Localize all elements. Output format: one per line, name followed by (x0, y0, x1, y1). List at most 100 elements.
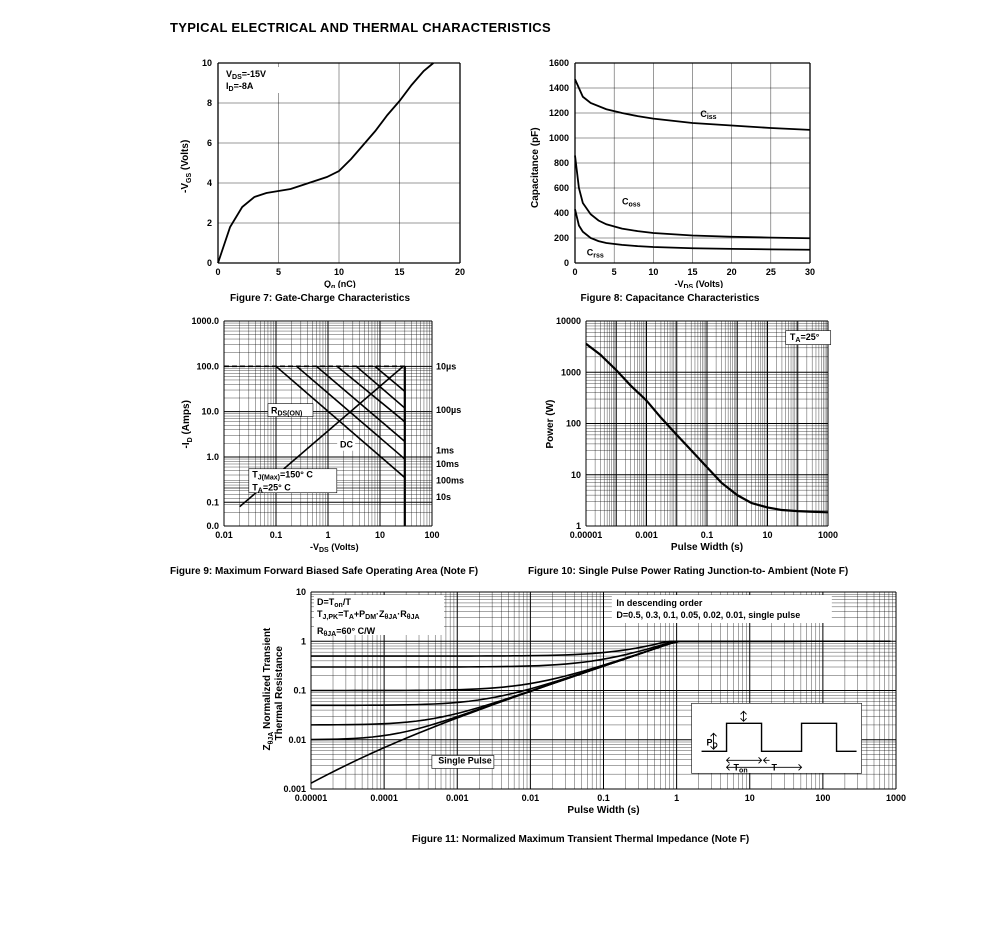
svg-text:Crss: Crss (587, 248, 604, 260)
svg-text:10: 10 (375, 530, 385, 540)
svg-text:10: 10 (763, 530, 773, 540)
svg-text:0.1: 0.1 (701, 530, 714, 540)
svg-text:100ms: 100ms (436, 476, 464, 486)
svg-text:100: 100 (566, 419, 581, 429)
svg-text:Ciss: Ciss (700, 109, 716, 121)
fig10-caption: Figure 10: Single Pulse Power Rating Jun… (528, 565, 848, 578)
svg-text:1: 1 (326, 530, 331, 540)
svg-text:10: 10 (202, 58, 212, 68)
svg-text:1600: 1600 (549, 58, 569, 68)
svg-text:1000: 1000 (818, 530, 838, 540)
svg-text:In descending order: In descending order (616, 598, 703, 608)
svg-text:0: 0 (215, 267, 220, 277)
fig8-svg: 0510152025300200400600800100012001400160… (520, 53, 820, 288)
figure-11: 0.00001 0.0001 0.001 0.01 0.1 1 10 100 1000 0.001… (256, 584, 906, 846)
svg-text:Pulse Width (s): Pulse Width (s) (671, 542, 743, 553)
svg-text:0.01: 0.01 (215, 530, 233, 540)
svg-text:0.001: 0.001 (445, 793, 468, 803)
svg-text:10.0: 10.0 (201, 407, 219, 417)
svg-text:DC: DC (340, 440, 353, 450)
svg-text:1ms: 1ms (436, 445, 454, 455)
svg-text:10: 10 (295, 587, 305, 597)
svg-text:Capacitance (pF): Capacitance (pF) (530, 127, 541, 208)
svg-text:20: 20 (727, 267, 737, 277)
figure-7: 051015200246810VDS=-15VID=-8AQg (nC)-VGS… (170, 53, 470, 305)
svg-text:1: 1 (300, 636, 305, 646)
svg-text:2: 2 (207, 218, 212, 228)
svg-text:100: 100 (425, 530, 440, 540)
svg-text:0: 0 (572, 267, 577, 277)
page: TYPICAL ELECTRICAL AND THERMAL CHARACTER… (0, 0, 991, 846)
svg-text:T: T (771, 762, 777, 772)
svg-text:0.00001: 0.00001 (294, 793, 327, 803)
svg-text:1: 1 (576, 521, 581, 531)
svg-text:20: 20 (455, 267, 465, 277)
fig7-caption: Figure 7: Gate-Charge Characteristics (230, 292, 410, 305)
svg-text:25: 25 (766, 267, 776, 277)
svg-text:Single Pulse: Single Pulse (438, 755, 492, 765)
svg-text:10000: 10000 (556, 316, 581, 326)
row-3: 0.00001 0.0001 0.001 0.01 0.1 1 10 100 1000 0.001… (170, 584, 991, 846)
figure-10: 0.000010.0010.1101000110100100010000TA=2… (528, 311, 848, 578)
svg-text:100: 100 (815, 793, 830, 803)
svg-text:Thermal Resistance: Thermal Resistance (274, 646, 285, 741)
svg-text:5: 5 (612, 267, 617, 277)
svg-text:6: 6 (207, 138, 212, 148)
svg-text:1000: 1000 (549, 133, 569, 143)
svg-text:Coss: Coss (622, 196, 641, 208)
svg-text:0.01: 0.01 (288, 735, 306, 745)
row-2: 0.010.11101000.00.11.010.0100.01000.0RDS… (170, 311, 991, 578)
figure-9: 0.010.11101000.00.11.010.0100.01000.0RDS… (170, 311, 478, 578)
svg-text:0.1: 0.1 (597, 793, 610, 803)
page-title: TYPICAL ELECTRICAL AND THERMAL CHARACTER… (170, 20, 991, 35)
svg-text:0.01: 0.01 (521, 793, 539, 803)
svg-text:D=0.5, 0.3, 0.1, 0.05, 0.02, 0: D=0.5, 0.3, 0.1, 0.05, 0.02, 0.01, singl… (616, 610, 800, 620)
svg-text:10ms: 10ms (436, 459, 459, 469)
svg-text:10: 10 (648, 267, 658, 277)
svg-text:-VGS (Volts): -VGS (Volts) (180, 140, 193, 193)
fig11-svg: 0.00001 0.0001 0.001 0.01 0.1 1 10 100 1000 0.001… (256, 584, 906, 829)
svg-text:1000: 1000 (561, 367, 581, 377)
svg-text:Pulse Width (s): Pulse Width (s) (567, 805, 639, 816)
svg-text:4: 4 (207, 178, 212, 188)
svg-text:1000: 1000 (885, 793, 905, 803)
svg-text:0.00001: 0.00001 (570, 530, 603, 540)
svg-text:0.0: 0.0 (207, 521, 220, 531)
svg-text:-ID (Amps): -ID (Amps) (181, 400, 194, 448)
svg-text:8: 8 (207, 98, 212, 108)
svg-text:400: 400 (554, 208, 569, 218)
svg-text:100.0: 100.0 (196, 361, 219, 371)
svg-text:1.0: 1.0 (207, 452, 220, 462)
row-1: 051015200246810VDS=-15VID=-8AQg (nC)-VGS… (170, 53, 991, 305)
svg-text:100µs: 100µs (436, 405, 461, 415)
svg-text:0.0001: 0.0001 (370, 793, 398, 803)
svg-text:5: 5 (276, 267, 281, 277)
fig9-caption: Figure 9: Maximum Forward Biased Safe Op… (170, 565, 478, 578)
svg-text:-VDS (Volts): -VDS (Volts) (675, 279, 724, 288)
svg-text:30: 30 (805, 267, 815, 277)
svg-text:1000.0: 1000.0 (191, 316, 219, 326)
fig11-caption: Figure 11: Normalized Maximum Transient … (412, 833, 749, 846)
svg-text:0.1: 0.1 (293, 686, 306, 696)
svg-text:0.1: 0.1 (207, 497, 220, 507)
svg-text:0: 0 (207, 258, 212, 268)
fig7-svg: 051015200246810VDS=-15VID=-8AQg (nC)-VGS… (170, 53, 470, 288)
svg-text:10: 10 (571, 470, 581, 480)
fig8-caption: Figure 8: Capacitance Characteristics (581, 292, 760, 305)
svg-text:10: 10 (334, 267, 344, 277)
svg-text:Power (W): Power (W) (545, 400, 556, 449)
svg-text:15: 15 (394, 267, 404, 277)
svg-text:1200: 1200 (549, 108, 569, 118)
svg-text:600: 600 (554, 183, 569, 193)
fig10-svg: 0.000010.0010.1101000110100100010000TA=2… (538, 311, 838, 561)
figure-8: 0510152025300200400600800100012001400160… (520, 53, 820, 305)
svg-text:15: 15 (687, 267, 697, 277)
svg-text:0: 0 (564, 258, 569, 268)
svg-text:10: 10 (744, 793, 754, 803)
svg-text:0.1: 0.1 (270, 530, 283, 540)
svg-text:Qg (nC): Qg (nC) (324, 279, 356, 288)
svg-text:800: 800 (554, 158, 569, 168)
svg-text:1: 1 (674, 793, 679, 803)
svg-text:0.001: 0.001 (283, 784, 306, 794)
svg-text:0.001: 0.001 (635, 530, 658, 540)
